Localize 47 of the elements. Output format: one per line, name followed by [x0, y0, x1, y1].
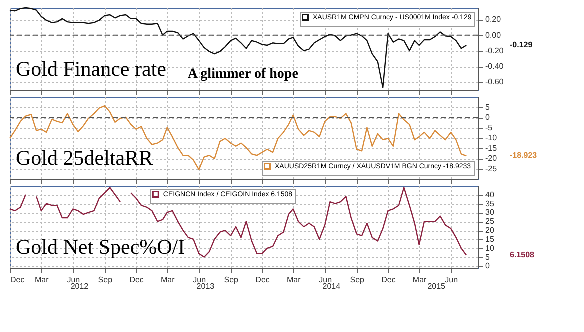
x-tick-label: Dec [130, 276, 144, 284]
annotation: Gold Net Spec%O/I [16, 235, 186, 259]
y-tick-label: -25 [486, 164, 498, 174]
annotation: Gold 25deltaRR [16, 146, 154, 170]
y-tick-label: -5 [486, 123, 494, 132]
text: -0.129 [510, 40, 534, 50]
x2-tick-label: 2013 [196, 282, 216, 291]
y-tick-label: 40 [486, 190, 495, 200]
x-tick-label: Sep [98, 276, 114, 284]
x-tick-label: Mar [35, 276, 50, 284]
x-tick-label: Jun [445, 276, 458, 284]
y-tick-label: 25 [486, 217, 495, 226]
y-tick-label: 35 [486, 199, 495, 208]
y-tick-label: -0.20 [486, 46, 504, 56]
x-tick-label: Sep [224, 276, 240, 284]
y-tick-label: 0.20 [486, 15, 502, 24]
x-tick-label: Mar [286, 276, 302, 284]
x-tick-label: Dec [256, 276, 270, 284]
y-tick-label: 30 [486, 208, 495, 218]
y-tick-label: -0.40 [486, 62, 504, 72]
y-tick-label: 5 [486, 102, 490, 112]
x2-tick-label: 2014 [322, 282, 342, 291]
text: -18.923 [510, 151, 538, 160]
y-tick-label: 0 [486, 113, 490, 122]
x-tick-label: Dec [10, 276, 25, 284]
x2-tick-label: 2015 [428, 282, 446, 291]
y-tick-label: -20 [486, 154, 498, 163]
y-tick-label: 0.00 [486, 30, 502, 40]
x-tick-label: Jun [193, 276, 206, 284]
y-tick-label: -15 [486, 144, 498, 153]
x-tick-label: Dec [382, 276, 396, 284]
y-tick-label: -0.60 [486, 78, 504, 87]
x-tick-label: Jun [319, 276, 332, 284]
x-tick-label: Mar [412, 276, 428, 284]
annotation: Gold Finance rate [16, 57, 166, 81]
y-tick-label: 15 [486, 234, 495, 244]
annotation: A glimmer of hope [188, 67, 298, 82]
x-tick-label: Jun [67, 276, 80, 284]
text: 6.1508 [510, 250, 536, 260]
y-tick-label: 10 [486, 244, 495, 253]
x-tick-label: Mar [160, 276, 176, 284]
x2-tick-label: 2012 [70, 282, 90, 291]
y-tick-label: 5 [486, 252, 490, 262]
y-tick-label: 0 [486, 262, 490, 271]
x-tick-label: Sep [350, 276, 366, 284]
y-tick-label: -10 [486, 134, 498, 142]
y-tick-label: 20 [486, 226, 495, 236]
